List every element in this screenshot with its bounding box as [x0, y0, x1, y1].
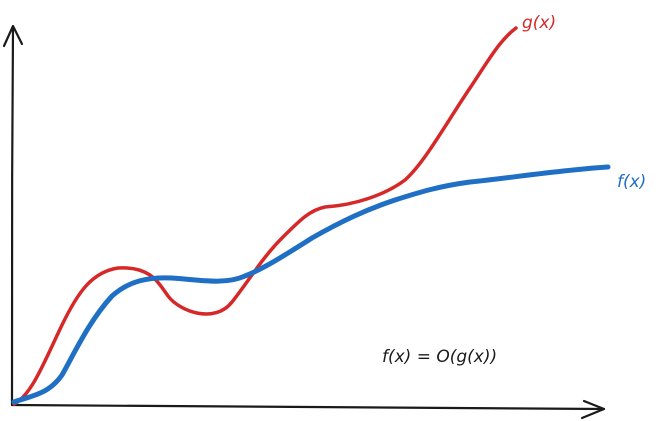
big-o-equation: f(x) = O(g(x)) — [382, 347, 497, 367]
g-curve-label: g(x) — [522, 13, 556, 33]
y-axis — [10, 26, 15, 407]
axes — [2, 24, 606, 420]
y-axis-arrowhead — [2, 24, 24, 48]
f-curve-label: f(x) — [617, 172, 646, 192]
f-curve — [11, 164, 611, 405]
x-axis-arrowhead — [580, 399, 606, 420]
x-axis — [10, 403, 606, 411]
